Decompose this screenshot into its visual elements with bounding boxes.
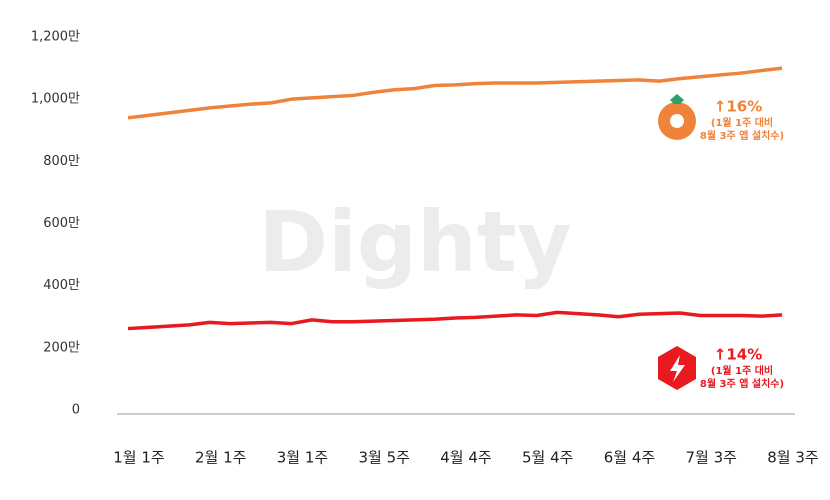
y-tick-label: 0 (72, 403, 80, 418)
y-tick-label: 1,000만 (31, 92, 80, 107)
x-tick-label: 5월 4주 (522, 449, 573, 467)
x-tick-label: 2월 1주 (195, 449, 246, 467)
y-tick-label: 1,200만 (31, 30, 80, 45)
y-tick-label: 400만 (43, 278, 80, 293)
watermark: Dighty (258, 193, 571, 291)
x-tick-label: 3월 5주 (359, 449, 410, 467)
series-line (127, 66, 783, 120)
annotation-note: (1월 1주 대비 (711, 364, 773, 377)
x-tick-label: 8월 3주 (767, 449, 818, 467)
annotation-note: (1월 1주 대비 (711, 116, 773, 129)
annotation: ↑14% (714, 346, 762, 364)
x-tick-label: 6월 4주 (604, 449, 655, 467)
x-tick-label: 7월 3주 (686, 449, 737, 467)
x-tick-label: 4월 4주 (440, 449, 491, 467)
annotation-note: 8월 3주 앱 설치수) (700, 377, 784, 390)
carrot-icon (658, 94, 696, 140)
y-tick-label: 600만 (43, 216, 80, 231)
annotation: ↑16% (714, 98, 762, 116)
bolt-icon (658, 346, 696, 390)
annotation-note: 8월 3주 앱 설치수) (700, 129, 784, 142)
y-tick-label: 200만 (43, 340, 80, 355)
series-line (127, 310, 783, 331)
x-tick-label: 3월 1주 (277, 449, 328, 467)
x-tick-label: 1월 1주 (113, 449, 164, 467)
y-tick-label: 800만 (43, 154, 80, 169)
